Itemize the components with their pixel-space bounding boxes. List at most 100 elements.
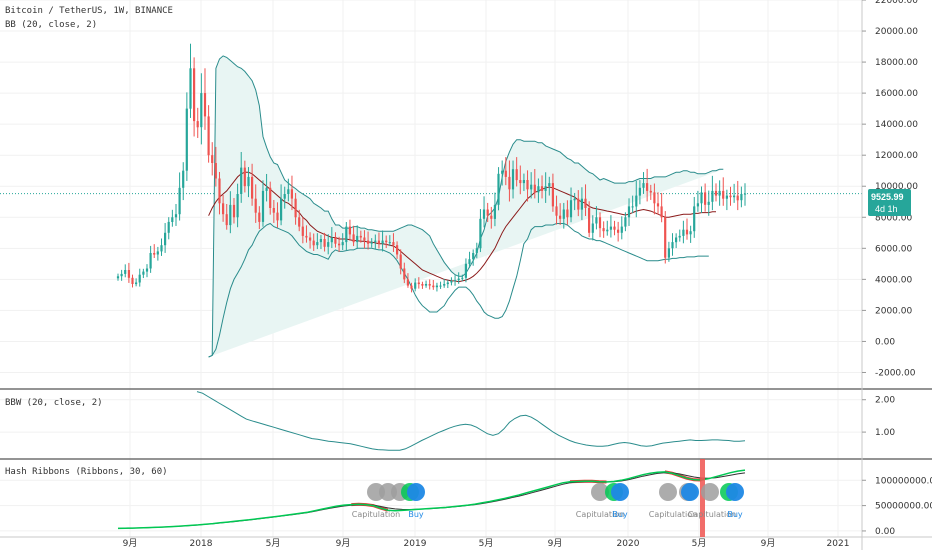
candle-body — [272, 208, 275, 213]
candle-body — [504, 170, 507, 177]
last-price-badge: 9525.99 4d 1h — [868, 189, 911, 216]
candle-body — [598, 217, 602, 229]
candle-body — [660, 206, 663, 218]
candle-body — [667, 248, 670, 258]
candle-body — [222, 203, 225, 215]
candle-body — [664, 217, 667, 258]
candle-body — [537, 186, 540, 193]
candle-body — [131, 277, 134, 284]
candle-body — [733, 195, 736, 198]
candle-body — [490, 215, 493, 219]
candle-body — [656, 203, 660, 207]
y-tick-label: 4000.00 — [875, 275, 912, 285]
candle-body — [533, 184, 536, 193]
candle-body — [174, 214, 178, 218]
candle-body — [743, 193, 747, 195]
candle-body — [718, 190, 721, 196]
candle-body — [519, 180, 522, 184]
candle-body — [450, 280, 453, 283]
candle-body — [160, 245, 163, 252]
candle-body — [707, 201, 710, 205]
candle-body — [609, 226, 612, 230]
capitulation-marker — [591, 483, 609, 501]
candle-body — [729, 195, 732, 198]
candle-body — [280, 198, 283, 221]
candle-body — [540, 186, 544, 191]
candle-body — [410, 285, 413, 289]
candle-body — [696, 203, 699, 207]
y-tick-label: 2.00 — [875, 396, 895, 406]
candle-body — [301, 226, 304, 236]
bb-indicator-label[interactable]: BB (20, close, 2) — [5, 20, 97, 30]
candle-body — [526, 180, 529, 190]
candle-body — [508, 176, 511, 190]
candle-body — [497, 173, 500, 205]
candle-body — [653, 192, 656, 204]
candle-body — [511, 169, 515, 190]
candle-body — [675, 237, 678, 243]
candle-body — [689, 231, 692, 235]
candle-body — [399, 254, 402, 269]
candle-body — [377, 240, 380, 244]
candle-body — [638, 187, 641, 196]
candle-body — [388, 242, 391, 244]
candle-body — [182, 170, 185, 188]
bbw-line — [196, 391, 746, 451]
candlesticks[interactable] — [116, 43, 747, 293]
x-tick-label: 5月 — [266, 538, 281, 549]
candle-body — [515, 169, 518, 181]
buy-marker — [407, 483, 425, 501]
price-axis[interactable]: 22000.00 20000.00 18000.00 16000.00 14000.00… — [861, 0, 932, 550]
y-tick-label: 10000.00 — [875, 182, 918, 192]
candle-body — [613, 226, 616, 230]
y-tick-label: 8000.00 — [875, 213, 912, 223]
y-tick-label: 20000.00 — [875, 27, 918, 37]
candle-body — [417, 282, 420, 285]
ribbon-slow — [117, 472, 746, 529]
y-tick-label: 0.00 — [875, 337, 895, 347]
y-tick-label: -2000.00 — [875, 368, 916, 378]
ribbon-fast — [117, 469, 746, 530]
hash-ribbons-label[interactable]: Hash Ribbons (Ribbons, 30, 60) — [5, 467, 168, 477]
candle-body — [327, 242, 330, 247]
candle-body — [363, 237, 366, 241]
x-tick-label: 5月 — [692, 538, 707, 549]
candle-body — [403, 268, 406, 280]
candle-body — [240, 167, 243, 194]
candle-body — [414, 282, 417, 289]
candle-body — [569, 200, 573, 218]
candle-body — [421, 284, 424, 286]
candle-body — [135, 282, 138, 285]
candle-body — [591, 223, 594, 233]
candle-body — [294, 198, 297, 218]
candle-body — [530, 184, 533, 190]
candle-body — [479, 218, 482, 249]
lower-band — [208, 222, 709, 358]
candle-body — [164, 232, 167, 246]
pane-dividers — [0, 388, 932, 538]
candle-body — [359, 235, 362, 238]
capitulation-marker — [659, 483, 677, 501]
candle-body — [522, 180, 525, 184]
candle-body — [453, 280, 457, 282]
candle-body — [620, 226, 623, 233]
x-tick-label: 2018 — [190, 539, 213, 549]
candle-body — [725, 195, 728, 199]
bbw-indicator-label[interactable]: BBW (20, close, 2) — [5, 398, 103, 408]
candle-body — [171, 217, 174, 222]
candle-body — [207, 116, 210, 156]
candle-body — [649, 190, 652, 193]
candle-body — [124, 270, 127, 274]
bar-countdown: 4d 1h — [875, 204, 898, 214]
candle-body — [145, 268, 149, 272]
candle-body — [646, 183, 649, 191]
annotation-label: Capitulation — [649, 510, 697, 519]
candle-body — [685, 229, 689, 235]
candle-body — [265, 187, 268, 191]
candle-body — [287, 189, 290, 194]
hash-signal-bar — [700, 459, 705, 537]
y-tick-label: 18000.00 — [875, 58, 918, 68]
time-axis[interactable]: 9月 2018 5月 9月 2019 5月 9月 2020 5月 9月 2021 — [123, 538, 850, 549]
candle-body — [472, 253, 475, 260]
